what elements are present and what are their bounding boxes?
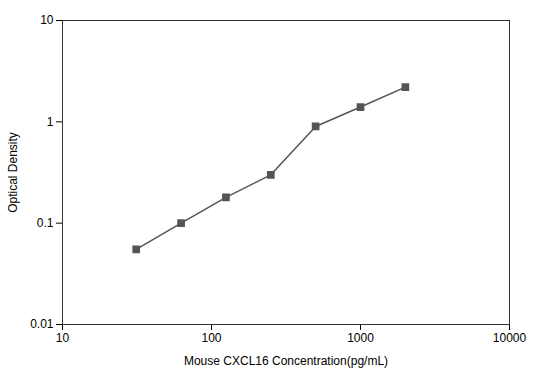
svg-text:0.01: 0.01: [30, 317, 54, 331]
svg-text:100: 100: [201, 331, 221, 345]
svg-text:1: 1: [47, 115, 54, 129]
svg-text:0.1: 0.1: [37, 216, 54, 230]
svg-text:10: 10: [40, 13, 54, 27]
svg-text:Optical Density: Optical Density: [6, 132, 20, 213]
svg-text:Mouse CXCL16 Concentration(pg/: Mouse CXCL16 Concentration(pg/mL): [184, 354, 388, 368]
svg-text:1000: 1000: [347, 331, 374, 345]
svg-text:10000: 10000: [493, 331, 527, 345]
svg-text:10: 10: [56, 331, 70, 345]
